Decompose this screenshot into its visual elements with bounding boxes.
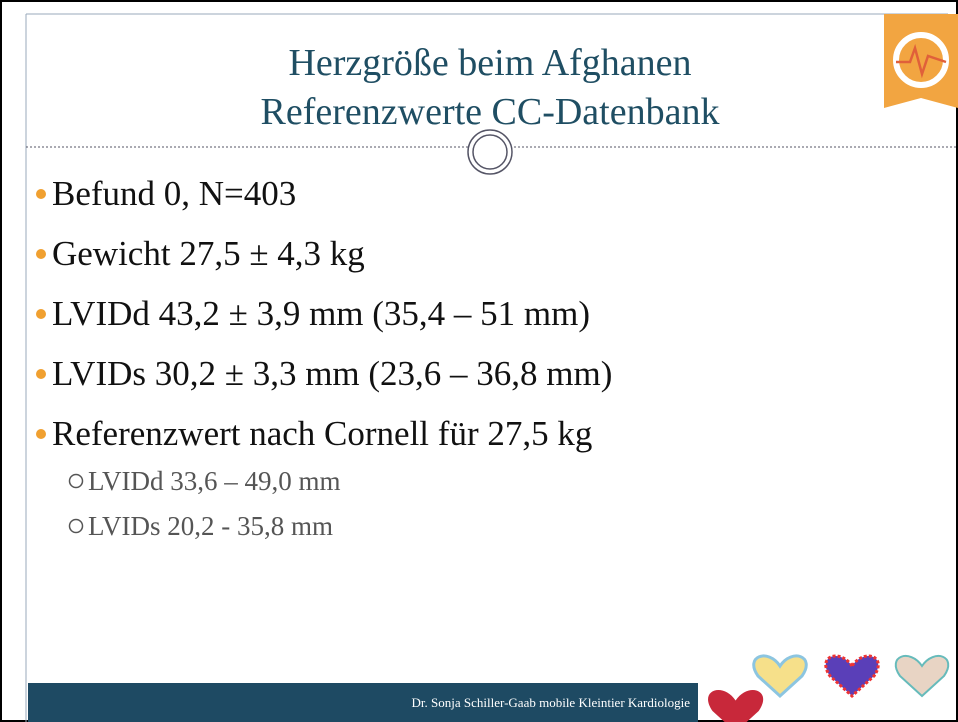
logo [884,14,958,108]
bullet-dot [36,249,46,259]
title-line: Herzgröße beim Afghanen [288,42,691,84]
bullet-dot [36,369,46,379]
footer-text: Dr. Sonja Schiller-Gaab mobile Kleintier… [412,695,691,710]
title-line: Referenzwerte CC-Datenbank [261,91,720,133]
bullet-dot [36,189,46,199]
bullet-dot [36,309,46,319]
slide: Herzgröße beim Afghanen Referenzwerte CC… [0,0,958,722]
bullet-text: Befund 0, N=403 [52,174,296,213]
divider-circle-inner [473,135,507,169]
sub-bullet-text: LVIDs 20,2 - 35,8 mm [88,511,333,541]
bullet-dot [36,429,46,439]
bullet-text: Gewicht 27,5 ± 4,3 kg [52,234,365,273]
bullet-text: LVIDd 43,2 ± 3,9 mm (35,4 – 51 mm) [52,294,590,333]
sub-bullet-text: LVIDd 33,6 – 49,0 mm [88,466,341,496]
bullet-text: LVIDs 30,2 ± 3,3 mm (23,6 – 36,8 mm) [52,354,612,393]
bullet-text: Referenzwert nach Cornell für 27,5 kg [52,414,592,453]
